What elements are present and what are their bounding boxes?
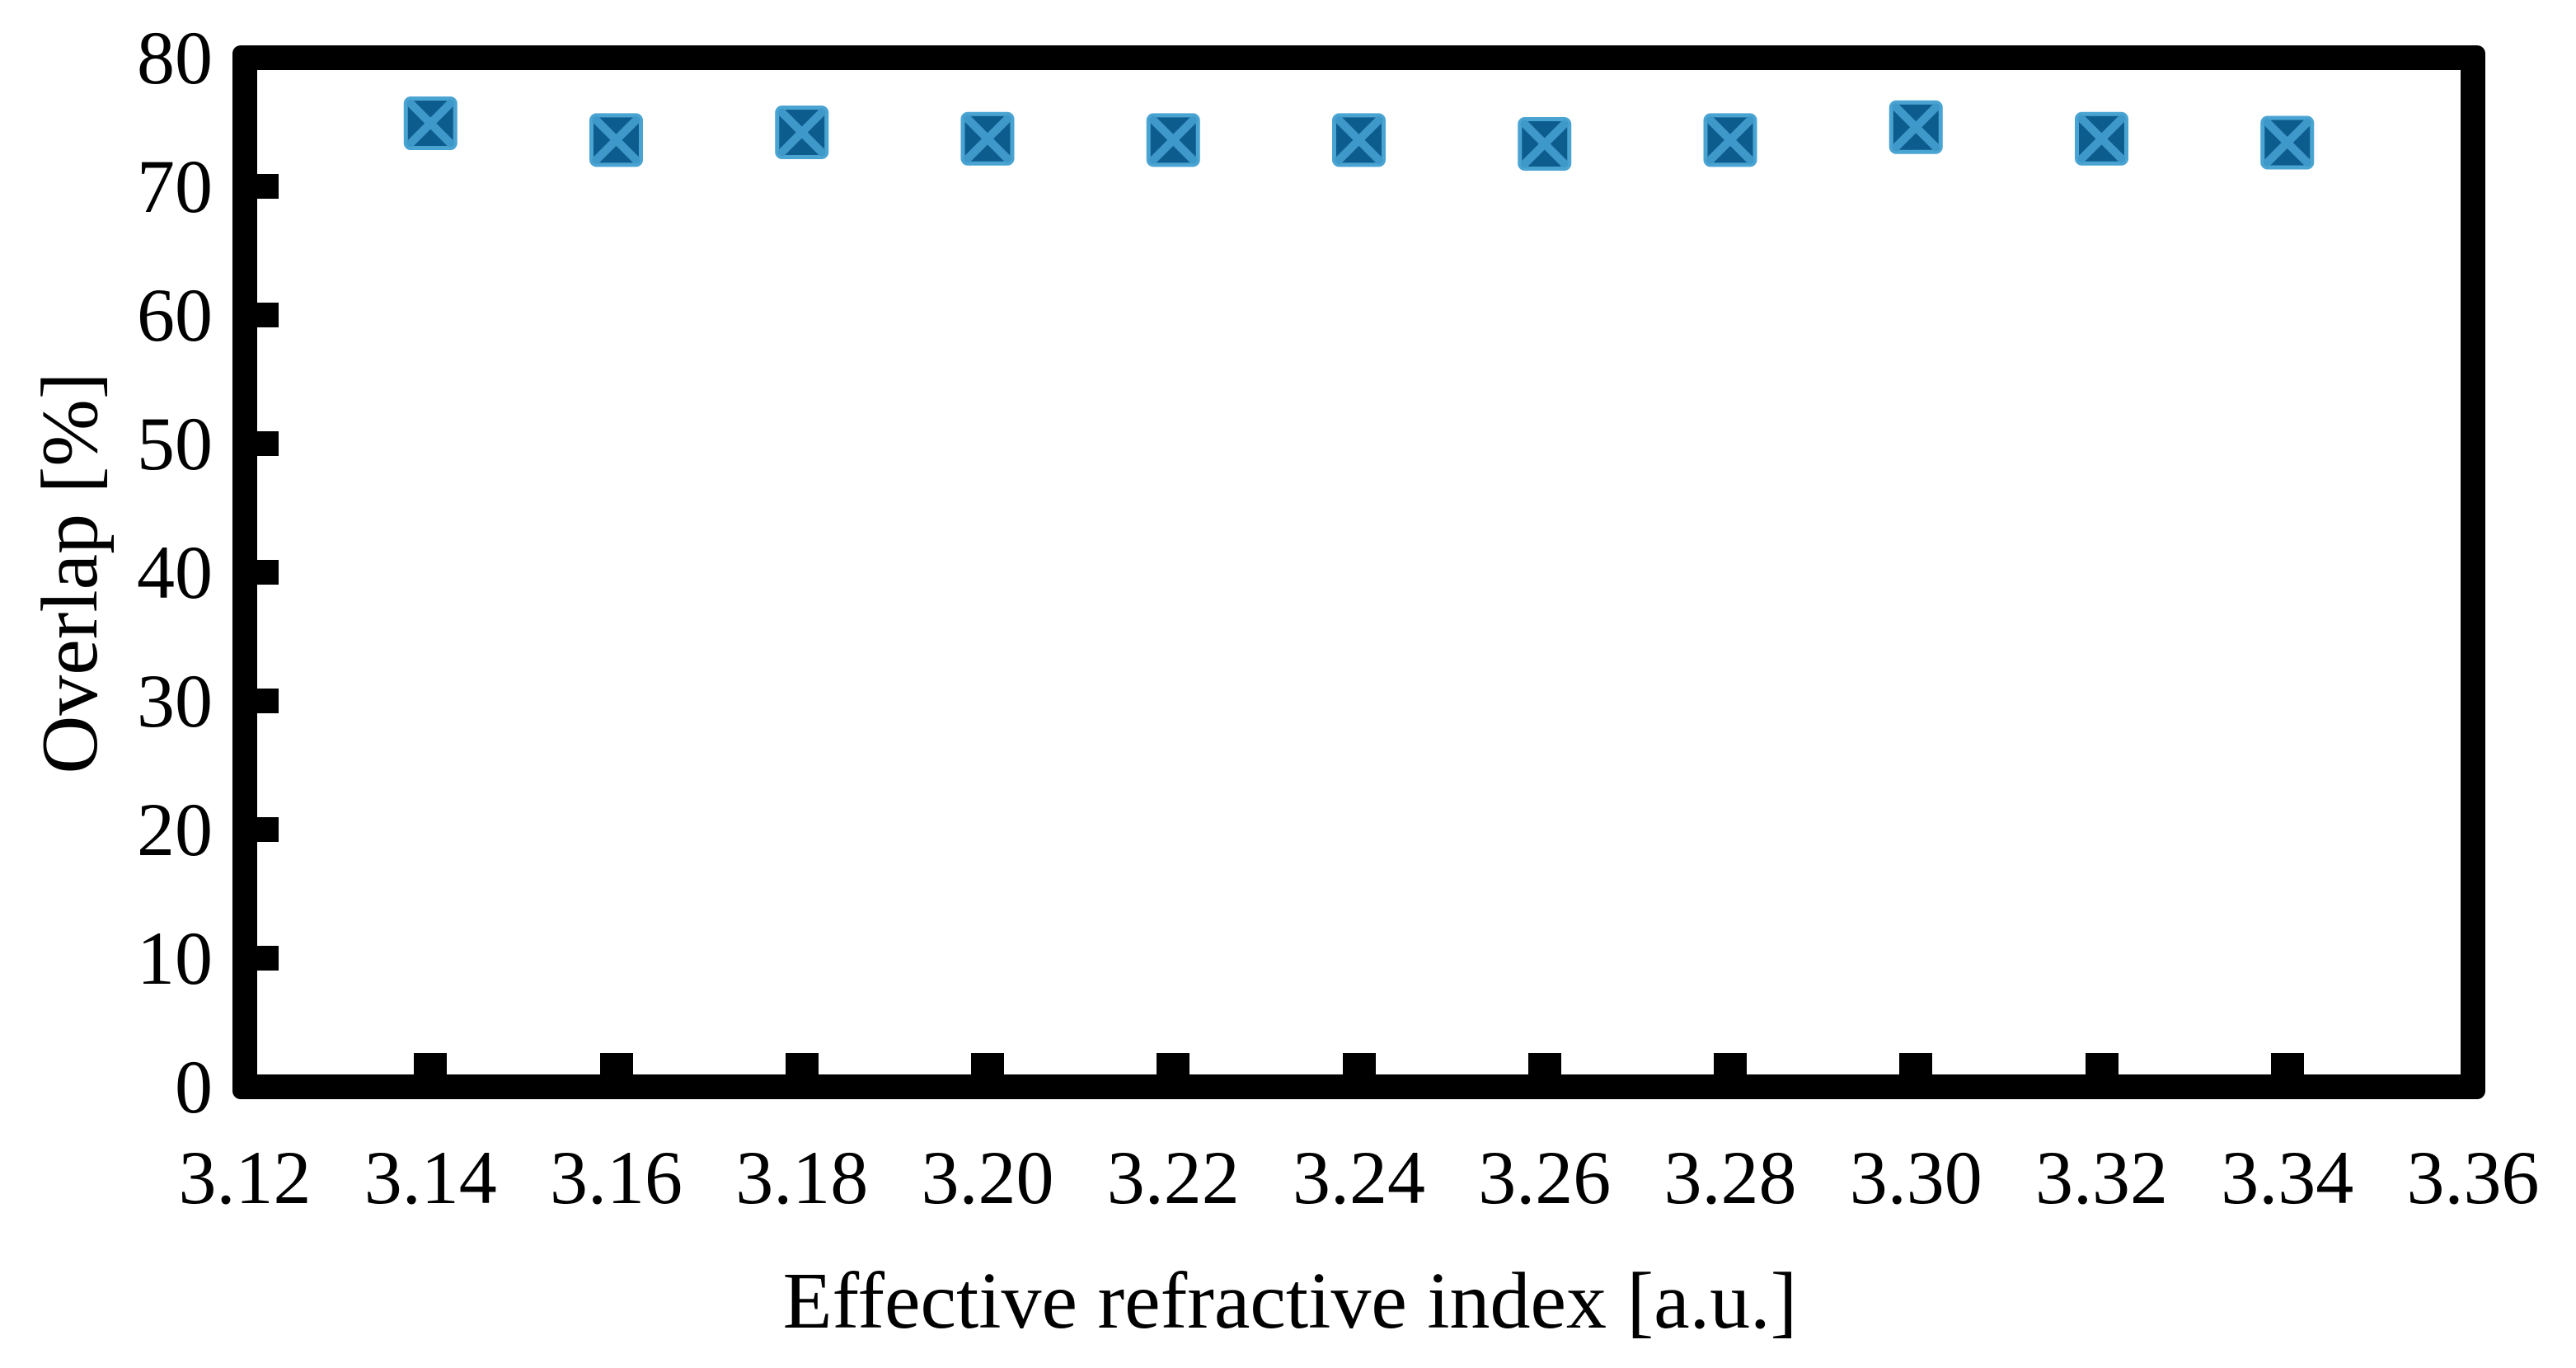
data-point-3.34 xyxy=(2260,115,2315,170)
y-tick-mark-20 xyxy=(257,817,279,842)
x-tick-label-3.30: 3.30 xyxy=(1849,1135,1982,1220)
data-point-3.20 xyxy=(960,111,1015,166)
x-tick-mark-3.34 xyxy=(2270,1053,2304,1074)
x-tick-label-3.12: 3.12 xyxy=(178,1135,312,1220)
x-tick-label-3.24: 3.24 xyxy=(1293,1135,1425,1220)
x-tick-mark-3.18 xyxy=(785,1053,819,1074)
y-tick-mark-30 xyxy=(257,689,279,713)
x-tick-mark-3.16 xyxy=(599,1053,633,1074)
x-tick-mark-3.14 xyxy=(414,1053,448,1074)
y-tick-mark-40 xyxy=(257,560,279,585)
y-tick-mark-10 xyxy=(257,946,279,971)
data-point-3.24 xyxy=(1332,113,1386,167)
x-tick-mark-3.24 xyxy=(1342,1053,1376,1074)
data-point-3.22 xyxy=(1146,113,1200,167)
x-tick-mark-3.28 xyxy=(1714,1053,1747,1074)
x-tick-label-3.34: 3.34 xyxy=(2221,1135,2354,1220)
x-tick-label-3.16: 3.16 xyxy=(550,1135,683,1220)
y-tick-label-0: 0 xyxy=(175,1045,213,1129)
x-tick-label-3.22: 3.22 xyxy=(1106,1135,1240,1220)
x-tick-label-3.36: 3.36 xyxy=(2406,1135,2540,1220)
y-tick-label-80: 80 xyxy=(137,16,213,100)
x-tick-label-3.28: 3.28 xyxy=(1663,1135,1797,1220)
x-tick-label-3.26: 3.26 xyxy=(1478,1135,1612,1220)
x-tick-mark-3.26 xyxy=(1527,1053,1561,1074)
x-tick-mark-3.20 xyxy=(971,1053,1004,1074)
y-tick-label-40: 40 xyxy=(137,530,213,614)
y-tick-label-10: 10 xyxy=(137,916,213,1000)
x-tick-mark-3.32 xyxy=(2085,1053,2119,1074)
y-tick-label-70: 70 xyxy=(137,144,213,228)
x-tick-label-3.14: 3.14 xyxy=(364,1135,497,1220)
data-point-3.30 xyxy=(1889,100,1943,154)
data-point-3.14 xyxy=(403,96,457,151)
data-point-3.26 xyxy=(1518,117,1572,172)
y-tick-mark-60 xyxy=(257,303,279,327)
y-tick-label-20: 20 xyxy=(137,787,213,872)
x-tick-label-3.18: 3.18 xyxy=(735,1135,869,1220)
x-axis-title: Effective refractive index [a.u.] xyxy=(782,1257,1798,1346)
plot-area-frame xyxy=(232,45,2485,1099)
y-tick-mark-70 xyxy=(257,174,279,199)
y-tick-label-50: 50 xyxy=(137,402,213,486)
y-tick-mark-50 xyxy=(257,431,279,456)
x-tick-mark-3.30 xyxy=(1899,1053,1933,1074)
data-point-3.16 xyxy=(589,113,643,167)
data-point-3.28 xyxy=(1703,113,1757,167)
y-tick-label-60: 60 xyxy=(137,273,213,357)
data-point-3.18 xyxy=(775,105,829,159)
x-tick-label-3.20: 3.20 xyxy=(921,1135,1054,1220)
x-tick-label-3.32: 3.32 xyxy=(2035,1135,2168,1220)
y-tick-label-30: 30 xyxy=(137,659,213,743)
data-point-3.32 xyxy=(2075,111,2128,166)
x-tick-mark-3.22 xyxy=(1157,1053,1190,1074)
